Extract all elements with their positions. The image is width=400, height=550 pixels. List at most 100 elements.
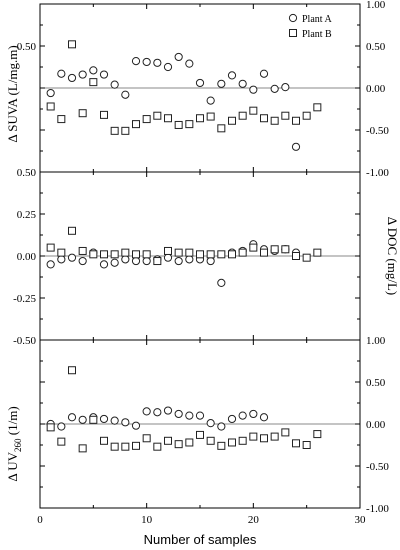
point-plant-a <box>57 69 66 78</box>
point-plant-a <box>142 57 151 67</box>
point-plant-b <box>89 250 98 259</box>
point-plant-a <box>206 419 215 428</box>
legend-marker-circle <box>288 13 298 23</box>
point-plant-b <box>281 111 290 120</box>
point-plant-b <box>142 250 151 259</box>
point-plant-a <box>259 69 269 78</box>
point-plant-a <box>227 71 237 80</box>
point-plant-a <box>217 278 226 287</box>
point-plant-b <box>185 120 194 129</box>
point-plant-b <box>217 441 226 450</box>
left-tick-label: 0.50 <box>17 167 37 179</box>
plot-area: 0.50 1.00 0.50 0.00 -0.50 -1.00 Δ SUVA (L/mg.m… <box>5 0 400 547</box>
point-plant-a <box>153 408 162 417</box>
point-plant-b <box>46 102 55 111</box>
point-plant-a <box>57 422 66 431</box>
point-plant-b <box>68 40 76 49</box>
point-plant-a <box>163 406 173 415</box>
point-plant-a <box>121 418 130 427</box>
point-plant-a <box>131 421 141 430</box>
point-plant-b <box>292 252 300 260</box>
point-plant-b <box>238 248 247 257</box>
left-tick-label: 0.00 <box>17 251 37 263</box>
point-plant-a <box>110 258 119 267</box>
left-tick-label: 0.50 <box>17 41 37 53</box>
right-tick-label: -0.50 <box>366 461 389 473</box>
point-plant-b <box>110 126 119 135</box>
right-tick-label: 0.50 <box>366 41 386 53</box>
right-tick-label: 1.00 <box>366 0 386 11</box>
point-plant-a <box>174 409 183 419</box>
point-plant-b <box>89 415 98 424</box>
point-plant-b <box>164 114 172 123</box>
point-plant-a <box>206 256 215 266</box>
point-plant-a <box>195 411 205 420</box>
point-plant-b <box>238 111 247 120</box>
point-plant-a <box>99 70 109 79</box>
point-plant-a <box>217 79 226 88</box>
point-plant-a <box>46 260 55 269</box>
point-plant-a <box>291 142 301 151</box>
point-plant-b <box>153 111 162 120</box>
point-plant-b <box>206 436 215 445</box>
y-axis-label: Δ UV260 (1/m) <box>5 406 23 481</box>
point-plant-a <box>89 66 98 75</box>
point-plant-b <box>196 430 204 439</box>
point-plant-b <box>260 248 268 257</box>
point-plant-a <box>57 255 66 264</box>
point-plant-b <box>206 112 215 121</box>
point-plant-b <box>110 442 119 451</box>
point-plant-a <box>206 96 215 105</box>
point-plant-a <box>78 415 87 424</box>
point-plant-b <box>302 111 311 120</box>
point-plant-b <box>196 250 204 259</box>
point-plant-a <box>121 255 130 264</box>
legend-marker-square <box>289 29 297 37</box>
point-plant-a <box>110 80 119 89</box>
y-axis-label-unit: (1/m) <box>5 406 20 438</box>
point-plant-a <box>227 414 237 424</box>
point-plant-b <box>110 250 119 259</box>
legend: Plant A Plant B <box>288 13 333 40</box>
legend-entry-label: Plant A <box>302 14 333 25</box>
point-plant-b <box>46 243 55 252</box>
point-plant-a <box>195 78 205 88</box>
point-plant-a <box>163 62 173 72</box>
point-plant-a <box>174 256 183 266</box>
point-plant-a <box>131 57 141 66</box>
point-plant-a <box>163 253 173 262</box>
x-axis-label: Number of samples <box>144 532 257 547</box>
point-plant-b <box>217 250 226 259</box>
right-tick-label: 0.50 <box>366 377 386 389</box>
point-plant-b <box>57 248 66 257</box>
point-plant-a <box>185 411 194 420</box>
y-axis-label: Δ DOC (mg/L) <box>385 217 400 295</box>
point-plant-a <box>185 255 194 264</box>
point-plant-b <box>68 366 76 375</box>
point-plant-a <box>67 253 77 262</box>
point-plant-a <box>281 83 290 92</box>
point-plant-b <box>78 109 87 118</box>
point-plant-b <box>142 434 151 443</box>
point-plant-b <box>68 226 76 235</box>
point-plant-a <box>78 70 87 79</box>
point-plant-b <box>78 444 87 453</box>
point-plant-b <box>57 437 66 446</box>
point-plant-b <box>153 257 162 266</box>
point-plant-b <box>292 439 300 448</box>
point-plant-b <box>281 428 290 437</box>
point-plant-b <box>132 250 140 259</box>
point-plant-b <box>132 120 140 129</box>
point-plant-a <box>174 52 183 62</box>
point-plant-b <box>164 436 172 445</box>
left-tick-label: -0.25 <box>13 293 36 305</box>
y-axis-label-subscript: 260 <box>13 438 23 452</box>
point-plant-b <box>142 115 151 124</box>
point-plant-b <box>238 436 247 445</box>
x-tick-label: 20 <box>248 514 260 526</box>
legend-entry-label: Plant B <box>302 29 332 40</box>
point-plant-b <box>174 120 183 129</box>
x-tick-label: 30 <box>355 514 367 526</box>
point-plant-b <box>121 126 130 135</box>
